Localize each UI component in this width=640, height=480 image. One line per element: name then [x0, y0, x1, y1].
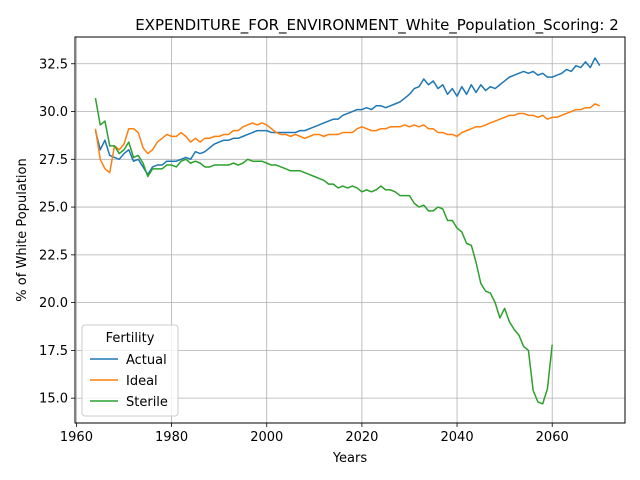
- plot-frame: [74, 36, 626, 424]
- x-tick-label: 2000: [250, 430, 283, 445]
- y-tick-label: 30.0: [39, 105, 68, 120]
- legend-entry: Ideal: [126, 374, 158, 389]
- legend-box: [81, 324, 179, 417]
- legend-entry: Sterile: [126, 395, 168, 410]
- y-tick-label: 25.0: [39, 201, 68, 216]
- x-tick-label: 1960: [60, 430, 93, 445]
- axis-ticks: 1960 1980 2000 2020 2040 2060 15.0 17.5 20.0 22.5…: [39, 57, 569, 445]
- y-tick-label: 17.5: [39, 344, 68, 359]
- x-tick-label: 1980: [155, 430, 188, 445]
- chart-title: EXPENDITURE_FOR_ENVIRONMENT_White_Popula…: [135, 16, 619, 35]
- x-tick-label: 2040: [441, 430, 474, 445]
- series-line-actual: [94, 57, 601, 176]
- x-tick-label: 2020: [345, 430, 378, 445]
- y-tick-label: 20.0: [39, 296, 68, 311]
- y-tick-label: 27.5: [39, 153, 68, 168]
- legend: Fertility Actual Ideal Sterile: [81, 324, 179, 417]
- x-axis-label: Years: [332, 451, 368, 466]
- x-tick-label: 2060: [536, 430, 569, 445]
- y-tick-label: 22.5: [39, 248, 68, 263]
- grid-lines: [75, 37, 625, 423]
- series-layer: [94, 57, 601, 405]
- y-tick-label: 15.0: [39, 392, 68, 407]
- series-line-ideal: [94, 103, 601, 174]
- legend-entry: Actual: [126, 353, 167, 368]
- y-tick-label: 32.5: [39, 57, 68, 72]
- y-axis-label: % of White Population: [15, 158, 30, 301]
- legend-title: Fertility: [106, 331, 155, 346]
- series-line-sterile: [94, 98, 553, 405]
